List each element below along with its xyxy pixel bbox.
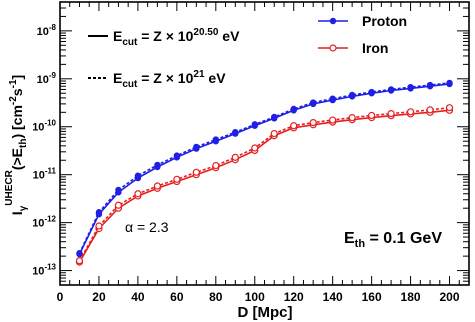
point-iron-dashed <box>329 116 337 124</box>
x-tick-label: 40 <box>131 290 145 304</box>
line-style-legend: Ecut = Z × 1020.50 eV Ecut = Z × 1021 eV <box>88 27 240 90</box>
y-tick-label: 10-12 <box>32 215 56 230</box>
point-proton-dashed <box>309 99 317 106</box>
legend-marker-proton <box>329 17 337 25</box>
x-tick-label: 0 <box>57 290 64 304</box>
point-proton-dashed <box>193 143 200 151</box>
point-iron-dashed <box>251 144 259 152</box>
point-proton-dashed <box>212 136 220 143</box>
x-tick-label: 180 <box>401 290 421 304</box>
point-iron-dashed <box>153 182 161 190</box>
point-iron-dashed <box>231 153 239 161</box>
point-proton-dashed <box>251 121 258 128</box>
y-axis-label: IγUHECR(>Eth) [cm-2s-1] <box>4 75 29 215</box>
point-iron-dashed <box>114 201 123 209</box>
point-iron-dashed <box>348 114 356 122</box>
legend-label-proton: Proton <box>362 13 407 29</box>
point-proton-dashed <box>134 172 142 179</box>
y-tick-label: 10-10 <box>32 119 56 134</box>
y-tick-label: 10-9 <box>37 71 57 86</box>
point-proton-dashed <box>407 83 414 91</box>
point-proton-dashed <box>173 152 181 159</box>
point-proton-dashed <box>95 209 103 216</box>
series-line-proton-solid <box>78 83 450 255</box>
point-iron-dashed <box>173 175 181 183</box>
plot-frame <box>59 1 470 286</box>
point-proton-dashed <box>271 113 278 121</box>
threshold-energy-annotation: Eth = 0.1 GeV <box>344 230 442 250</box>
y-tick-label: 10-11 <box>33 167 57 182</box>
point-iron-dashed <box>387 110 395 118</box>
legend-marker-iron <box>329 44 337 52</box>
y-tick-label: 10-8 <box>37 23 57 38</box>
series-layer <box>75 79 454 266</box>
x-tick-label: 60 <box>170 290 184 304</box>
x-tick-label: 200 <box>440 290 460 304</box>
x-axis-label: D [Mpc] <box>238 304 293 321</box>
point-proton-dashed <box>426 81 434 89</box>
point-proton-dashed <box>348 91 356 99</box>
point-proton-dashed <box>76 250 83 257</box>
alpha-annotation: α = 2.3 <box>125 219 169 235</box>
point-proton-dashed <box>368 88 375 96</box>
point-iron-dashed <box>134 190 142 198</box>
point-proton-dashed <box>329 95 336 102</box>
legend-label-dashed: Ecut = Z × 1021 eV <box>113 69 226 90</box>
point-proton-dashed <box>387 86 395 93</box>
point-iron-dashed <box>270 129 278 138</box>
legend-label-iron: Iron <box>362 40 388 56</box>
x-tick-label: 100 <box>245 290 265 304</box>
x-tick-label: 20 <box>92 290 106 304</box>
point-proton-dashed <box>115 186 122 194</box>
series-legend: Proton Iron <box>318 13 407 56</box>
point-iron-dashed <box>445 104 454 112</box>
point-iron-dashed <box>95 222 103 230</box>
svg-text:IγUHECR(>Eth) [cm-2s-1]: IγUHECR(>Eth) [cm-2s-1] <box>4 75 29 215</box>
x-tick-label: 160 <box>362 290 382 304</box>
x-tick-label: 140 <box>323 290 343 304</box>
point-proton-dashed <box>154 161 161 169</box>
x-tick-label: 120 <box>284 290 304 304</box>
y-tick-label: 10-13 <box>32 263 56 278</box>
point-iron-dashed <box>406 108 415 116</box>
labels-layer: 0 20 40 60 80 100 120 140 160 180 200 10-13 10-12 10-… <box>32 23 460 304</box>
point-proton-dashed <box>290 105 297 113</box>
point-iron-dashed <box>212 161 220 170</box>
point-iron-dashed <box>309 119 317 127</box>
ticks-layer <box>59 1 470 286</box>
series-line-proton-dashed <box>78 82 450 254</box>
point-iron-dashed <box>290 122 298 130</box>
point-iron-dashed <box>75 257 84 265</box>
point-iron-dashed <box>426 106 434 114</box>
point-proton-dashed <box>232 128 239 136</box>
x-tick-label: 80 <box>209 290 223 304</box>
legend-label-solid: Ecut = Z × 1020.50 eV <box>113 27 240 48</box>
point-iron-dashed <box>368 111 376 120</box>
point-proton-dashed <box>446 79 453 87</box>
point-iron-dashed <box>192 168 200 176</box>
